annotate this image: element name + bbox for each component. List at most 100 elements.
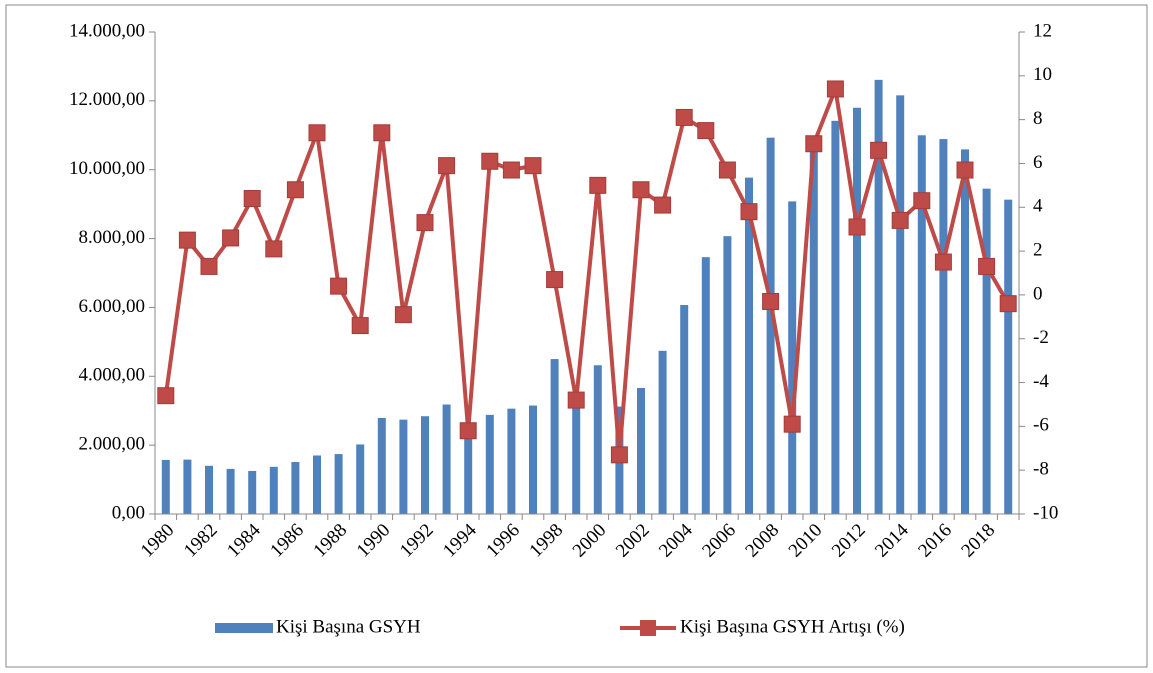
bar	[982, 188, 991, 514]
marker	[632, 181, 650, 199]
bar	[356, 444, 365, 514]
marker	[524, 157, 542, 175]
marker	[178, 231, 196, 249]
bar	[723, 236, 732, 514]
marker	[481, 152, 499, 170]
y-tick-label: 4.000,00	[79, 365, 146, 386]
y-tick-label: 10.000,00	[69, 158, 145, 179]
y-tick-label: 8.000,00	[79, 227, 146, 248]
bar	[248, 470, 257, 514]
bar	[917, 135, 926, 515]
marker	[675, 108, 693, 126]
y2-tick-label: 12	[1033, 20, 1052, 41]
bar	[161, 459, 170, 514]
bar	[853, 107, 861, 514]
marker	[718, 161, 736, 179]
line	[163, 81, 1010, 456]
marker	[870, 141, 888, 159]
bar	[766, 137, 775, 514]
marker	[351, 317, 369, 335]
marker	[567, 391, 585, 409]
bar	[421, 416, 429, 514]
bar	[226, 468, 235, 514]
bar	[442, 404, 451, 514]
marker	[502, 161, 520, 179]
bar	[788, 201, 797, 515]
legend-swatch	[215, 623, 273, 633]
y-tick-label: 2.000,00	[79, 434, 146, 455]
bar	[896, 95, 905, 514]
marker	[373, 124, 391, 142]
marker	[956, 161, 974, 179]
marker	[286, 181, 304, 199]
y2-tick-label: 10	[1033, 64, 1052, 85]
bar	[831, 120, 840, 514]
bar	[961, 149, 969, 514]
marker	[589, 176, 607, 194]
bar	[658, 350, 667, 514]
legend-swatch	[640, 620, 656, 636]
bar	[874, 79, 883, 514]
y2-tick-label: 4	[1033, 196, 1043, 217]
marker	[459, 422, 477, 440]
marker	[740, 203, 758, 221]
marker	[243, 190, 261, 208]
bar	[291, 462, 300, 514]
marker	[330, 277, 348, 295]
bar	[529, 405, 537, 514]
marker	[394, 306, 412, 324]
bar	[464, 435, 473, 514]
bar	[939, 139, 948, 514]
y2-tick-label: 6	[1033, 152, 1043, 173]
y2-tick-label: 8	[1033, 108, 1043, 129]
bar	[507, 408, 516, 514]
marker	[891, 211, 909, 229]
bar	[269, 466, 278, 514]
bar	[550, 359, 559, 514]
marker	[826, 80, 844, 98]
bar	[377, 417, 386, 514]
marker	[438, 157, 456, 175]
marker	[999, 295, 1017, 313]
bar	[183, 459, 192, 514]
y2-tick-label: 0	[1033, 283, 1043, 304]
bar	[637, 387, 645, 514]
marker	[978, 257, 996, 275]
bar	[205, 465, 213, 514]
y2-tick-label: -4	[1033, 371, 1049, 392]
marker	[913, 192, 931, 210]
bar	[809, 144, 818, 515]
marker	[783, 415, 801, 433]
marker	[762, 292, 780, 310]
marker	[222, 229, 240, 247]
bar	[313, 455, 321, 514]
bar	[572, 396, 581, 514]
y-tick-label: 6.000,00	[79, 296, 146, 317]
bar	[399, 419, 408, 514]
y2-tick-label: -10	[1033, 502, 1058, 523]
bar	[485, 414, 494, 514]
bar	[701, 257, 710, 514]
marker	[157, 387, 175, 405]
bar	[680, 305, 689, 514]
marker	[200, 257, 218, 275]
y-tick-label: 14.000,00	[69, 20, 145, 41]
y2-tick-label: -6	[1033, 415, 1049, 436]
y2-tick-label: -8	[1033, 459, 1049, 480]
y-tick-label: 12.000,00	[69, 89, 145, 110]
marker	[805, 135, 823, 153]
marker	[697, 122, 715, 140]
marker	[416, 214, 434, 232]
chart-border	[5, 4, 1148, 668]
y-tick-label: 0,00	[112, 502, 145, 523]
bar	[593, 365, 602, 514]
marker	[610, 446, 628, 464]
marker	[934, 253, 952, 271]
bar	[745, 177, 753, 514]
y2-tick-label: -2	[1033, 327, 1049, 348]
y2-tick-label: 2	[1033, 239, 1043, 260]
bar	[1004, 199, 1013, 514]
legend-label: Kişi Başına GSYH Artışı (%)	[680, 616, 905, 637]
legend-label: Kişi Başına GSYH	[276, 616, 421, 637]
